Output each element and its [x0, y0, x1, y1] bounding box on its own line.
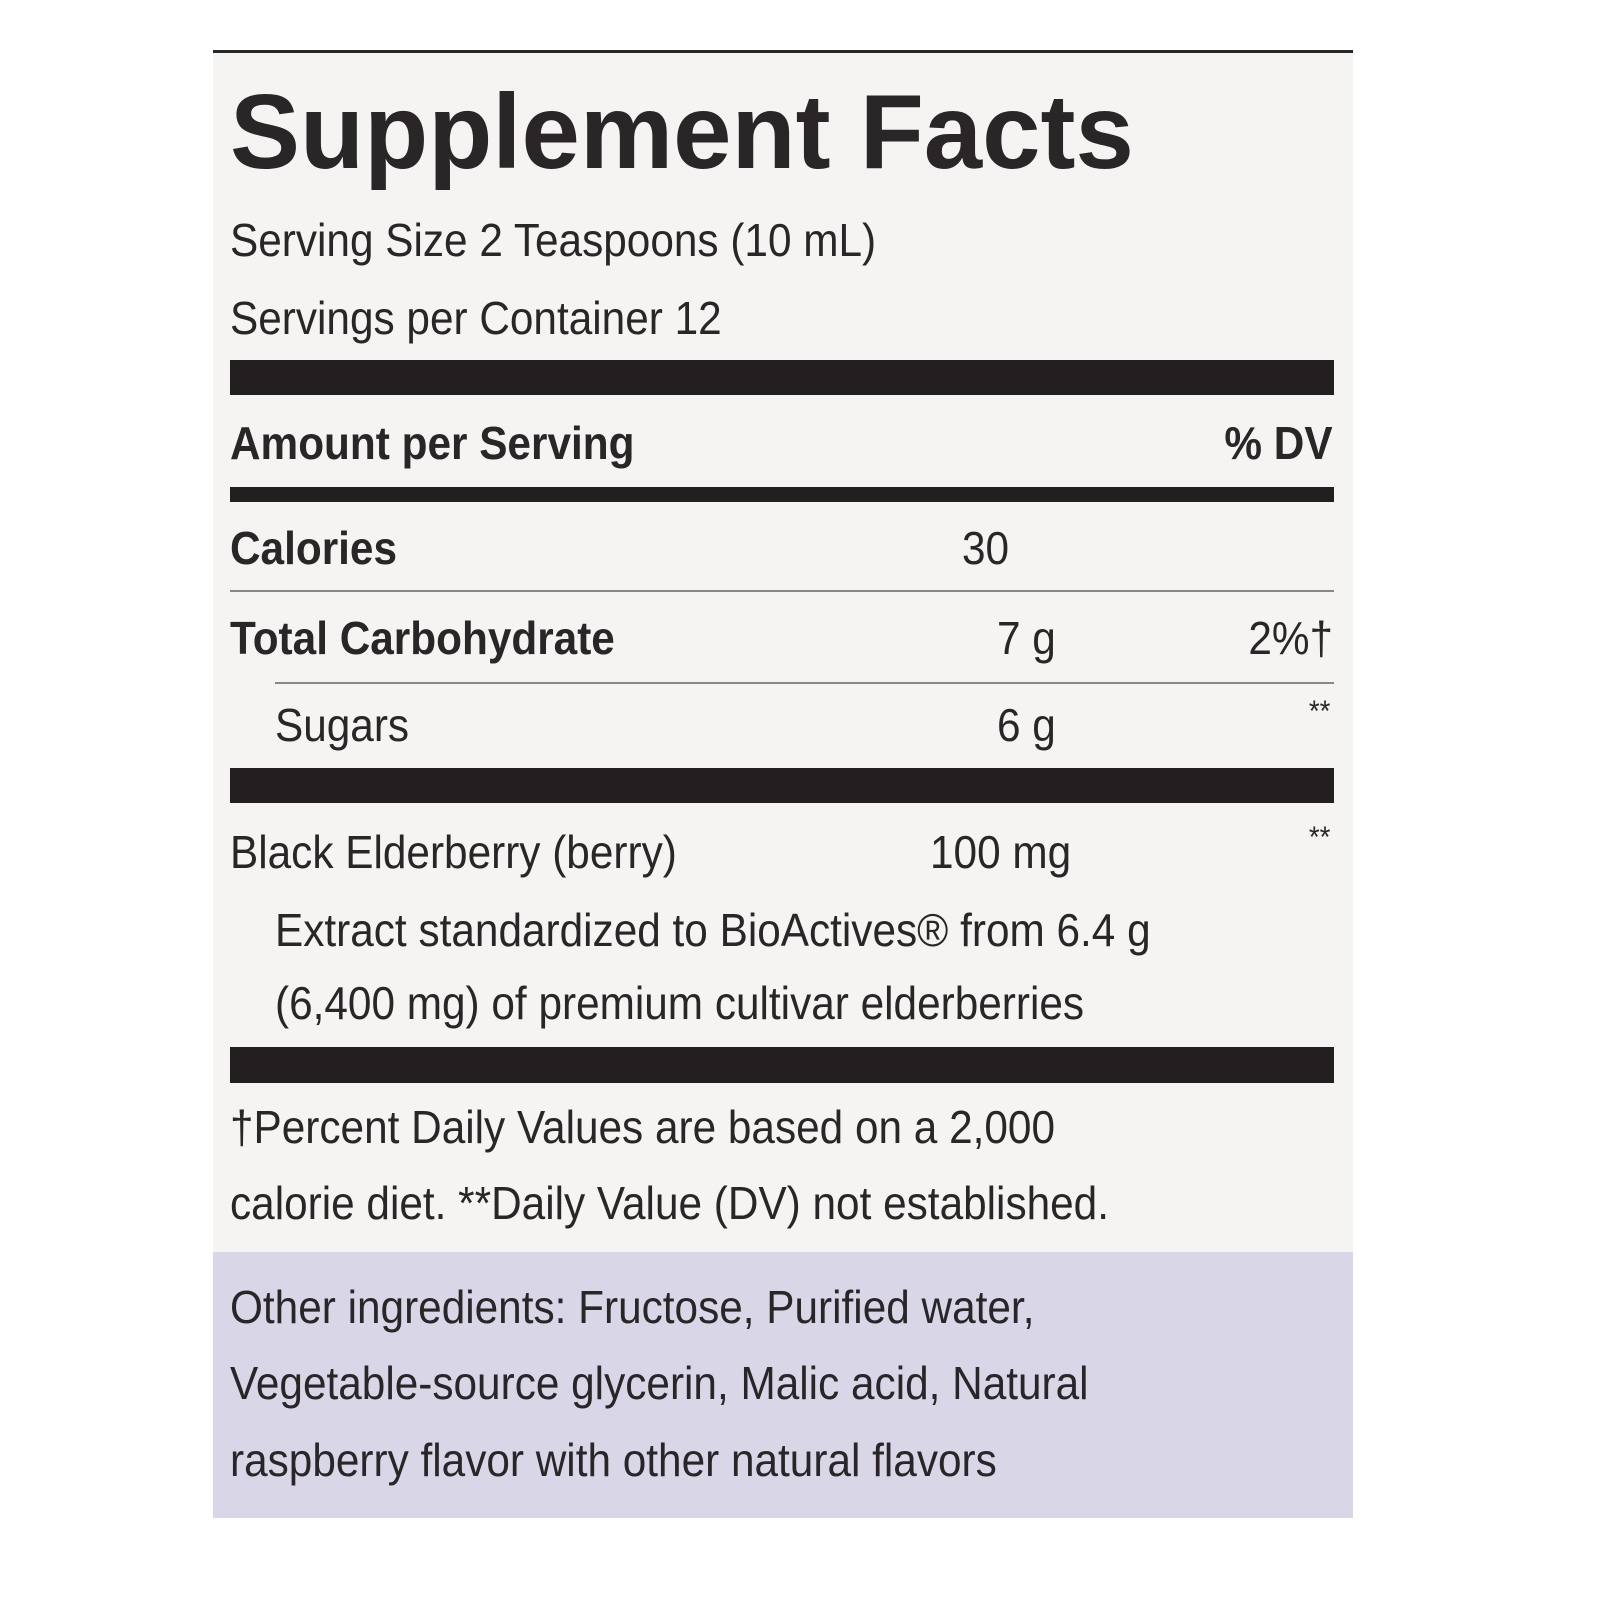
row-name: Calories [230, 522, 398, 574]
divider-bar [230, 487, 1334, 502]
row-dv: ** [1308, 695, 1330, 728]
divider-bar [230, 360, 1334, 395]
divider-bar [230, 768, 1334, 803]
header-right: % DV [1224, 417, 1333, 469]
row-amount: 100 mg [930, 826, 1072, 878]
divider-line [275, 682, 1334, 684]
ingredients-text: Vegetable-source glycerin, Malic acid, N… [230, 1357, 1089, 1409]
divider-bar [230, 1047, 1334, 1083]
row-description: (6,400 mg) of premium cultivar elderberr… [275, 977, 1085, 1029]
row-amount: 6 g [997, 699, 1056, 751]
row-dv: ** [1308, 821, 1330, 854]
divider-line [230, 590, 1334, 592]
row-name: Total Carbohydrate [230, 612, 615, 664]
header-left: Amount per Serving [230, 417, 635, 469]
ingredients-panel [213, 1252, 1353, 1518]
row-amount: 7 g [997, 612, 1056, 664]
title: Supplement Facts [230, 73, 1134, 191]
footnote: †Percent Daily Values are based on a 2,0… [230, 1101, 1055, 1153]
ingredients-text: raspberry flavor with other natural flav… [230, 1434, 997, 1486]
row-name: Black Elderberry (berry) [230, 826, 677, 878]
footnote: calorie diet. **Daily Value (DV) not est… [230, 1177, 1109, 1229]
row-name: Sugars [275, 699, 410, 751]
servings-per-container: Servings per Container 12 [230, 292, 722, 344]
ingredients-text: Other ingredients: Fructose, Purified wa… [230, 1281, 1035, 1333]
serving-size: Serving Size 2 Teaspoons (10 mL) [230, 214, 877, 266]
row-dv: 2%† [1248, 612, 1333, 664]
row-amount: 30 [962, 522, 1010, 574]
row-description: Extract standardized to BioActives® from… [275, 904, 1151, 956]
